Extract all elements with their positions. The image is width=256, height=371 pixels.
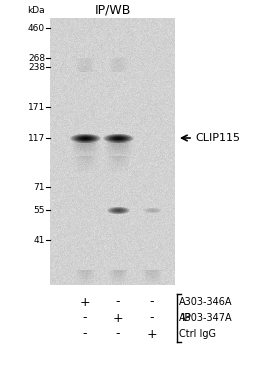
- Text: +: +: [147, 328, 157, 341]
- Text: 41: 41: [34, 236, 45, 244]
- Text: 171: 171: [28, 102, 45, 112]
- Text: 268: 268: [28, 53, 45, 62]
- Text: 55: 55: [34, 206, 45, 214]
- Text: CLIP115: CLIP115: [195, 133, 240, 143]
- Text: 117: 117: [28, 134, 45, 142]
- Text: -: -: [83, 312, 87, 325]
- Text: -: -: [116, 328, 120, 341]
- Text: IP: IP: [182, 313, 192, 323]
- Text: 71: 71: [34, 183, 45, 191]
- Text: 460: 460: [28, 23, 45, 33]
- Text: kDa: kDa: [27, 6, 45, 14]
- Text: 238: 238: [28, 62, 45, 72]
- Text: A303-347A: A303-347A: [179, 313, 233, 323]
- Text: -: -: [116, 295, 120, 309]
- Text: -: -: [150, 312, 154, 325]
- Text: -: -: [150, 295, 154, 309]
- Text: +: +: [113, 312, 123, 325]
- Text: -: -: [83, 328, 87, 341]
- Text: IP/WB: IP/WB: [94, 3, 131, 16]
- Text: +: +: [80, 295, 90, 309]
- Text: Ctrl IgG: Ctrl IgG: [179, 329, 216, 339]
- Text: A303-346A: A303-346A: [179, 297, 232, 307]
